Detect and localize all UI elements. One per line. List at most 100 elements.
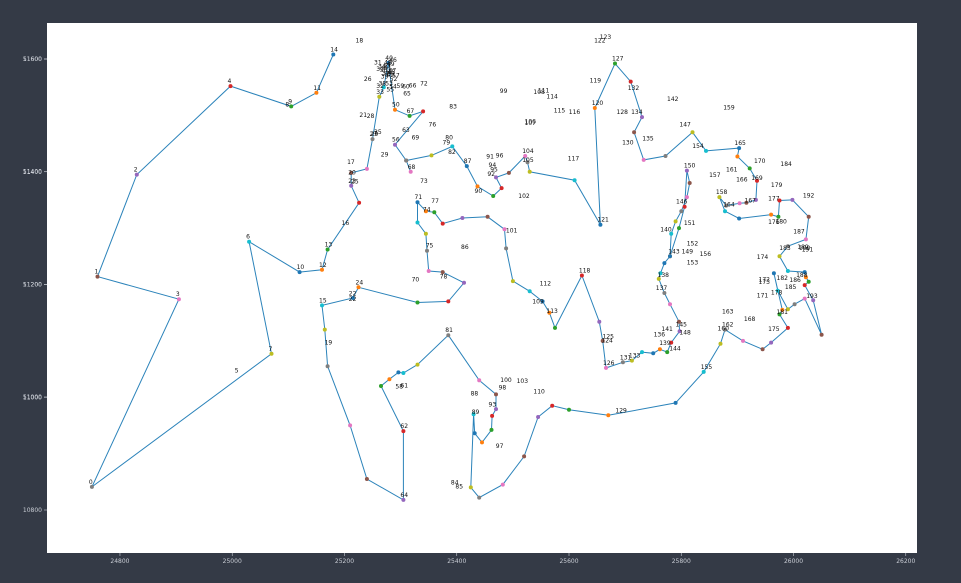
route-marker	[494, 175, 498, 180]
route-marker	[494, 392, 498, 397]
route-marker	[723, 209, 727, 214]
point-label-34: 34	[378, 63, 386, 70]
point-label-120: 120	[592, 100, 604, 107]
point-label-173: 173	[759, 279, 771, 286]
route-marker	[718, 341, 723, 346]
route-marker	[704, 148, 708, 153]
point-label-53: 53	[385, 80, 393, 87]
route-marker	[806, 214, 811, 219]
route-marker	[325, 247, 330, 252]
route-marker	[597, 319, 602, 324]
point-label-20: 20	[348, 169, 356, 176]
point-label-178: 178	[771, 290, 783, 297]
route-marker	[432, 210, 437, 215]
point-label-80: 80	[445, 134, 453, 141]
point-label-54: 54	[389, 84, 397, 91]
point-label-12: 12	[319, 262, 327, 269]
point-label-29: 29	[381, 151, 389, 158]
y-tick-label: 51200	[23, 281, 42, 288]
point-label-149: 149	[682, 248, 694, 255]
route-marker	[387, 377, 392, 382]
point-label-152: 152	[687, 240, 699, 247]
route-marker	[785, 269, 790, 273]
route-marker	[348, 423, 353, 428]
point-label-33: 33	[376, 89, 384, 96]
route-marker	[819, 332, 824, 337]
point-label-55: 55	[386, 87, 394, 94]
route-marker	[464, 164, 469, 169]
point-label-96: 96	[496, 153, 504, 160]
route-marker	[320, 303, 324, 308]
point-label-81: 81	[445, 327, 453, 334]
point-label-40: 40	[385, 55, 393, 62]
point-label-64: 64	[400, 492, 408, 499]
point-label-91: 91	[486, 154, 494, 161]
route-marker	[682, 204, 687, 209]
point-label-11: 11	[313, 85, 321, 92]
point-label-13: 13	[325, 242, 333, 249]
route-marker	[525, 160, 530, 165]
route-marker	[598, 222, 603, 227]
route-marker	[450, 144, 455, 149]
route-marker	[440, 270, 445, 275]
route-marker	[401, 371, 406, 375]
route-marker	[322, 327, 327, 332]
point-label-131: 131	[620, 354, 632, 361]
route-marker	[579, 273, 584, 278]
y-tick-label: 10800	[23, 507, 42, 514]
point-label-17: 17	[347, 159, 355, 166]
point-label-4: 4	[228, 78, 232, 85]
route-marker	[790, 197, 795, 202]
point-label-82: 82	[448, 149, 456, 156]
y-tick-label: 51600	[23, 56, 42, 63]
point-label-158: 158	[716, 189, 728, 196]
point-label-30: 30	[376, 66, 384, 73]
point-label-144: 144	[669, 345, 681, 352]
x-tick-label: 26000	[784, 558, 803, 565]
route-marker	[547, 310, 552, 315]
point-label-156: 156	[700, 251, 712, 258]
route-marker	[717, 195, 722, 200]
point-label-169: 169	[751, 175, 763, 182]
point-label-99: 99	[500, 88, 508, 95]
point-label-193: 193	[806, 293, 818, 300]
route-marker	[423, 231, 428, 236]
point-label-35: 35	[374, 129, 382, 136]
point-label-117: 117	[568, 155, 580, 162]
route-marker	[176, 297, 181, 302]
point-label-154: 154	[692, 143, 704, 150]
point-label-161: 161	[726, 167, 738, 174]
route-marker	[753, 197, 758, 202]
point-label-32: 32	[376, 83, 384, 90]
point-label-135: 135	[642, 136, 654, 143]
route-marker	[780, 307, 785, 312]
route-marker	[364, 166, 369, 171]
point-label-49: 49	[387, 61, 395, 68]
route-marker	[701, 369, 706, 374]
route-marker	[657, 347, 662, 352]
point-label-74: 74	[423, 207, 431, 214]
route-marker	[421, 109, 426, 114]
route-marker	[803, 275, 808, 280]
point-label-56: 56	[392, 137, 400, 144]
route-marker	[415, 362, 420, 367]
route-marker	[472, 431, 477, 436]
route-marker	[785, 325, 790, 330]
route-marker	[134, 172, 139, 177]
point-label-87: 87	[464, 158, 472, 165]
point-label-182: 182	[777, 275, 789, 282]
route-marker	[553, 325, 557, 330]
route-marker	[401, 497, 406, 502]
route-marker	[540, 299, 545, 304]
route-marker	[485, 214, 490, 219]
route-marker	[656, 276, 661, 281]
x-tick-label: 25800	[672, 558, 691, 565]
point-label-23: 23	[348, 178, 356, 185]
route-marker	[423, 209, 428, 214]
point-label-88: 88	[471, 390, 479, 397]
point-label-69: 69	[412, 134, 420, 141]
x-tick-label: 25400	[447, 558, 466, 565]
point-label-143: 143	[668, 248, 680, 255]
point-label-51: 51	[388, 71, 396, 78]
point-label-132: 132	[628, 85, 640, 92]
